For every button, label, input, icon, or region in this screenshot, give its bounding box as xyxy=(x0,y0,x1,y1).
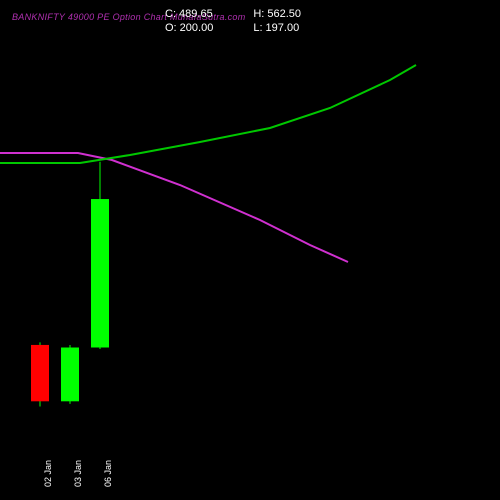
candle-body xyxy=(61,348,79,402)
chart-container: BANKNIFTY 49000 PE Option Chart MunafaSu… xyxy=(0,0,500,500)
chart-svg xyxy=(0,0,500,500)
x-axis-label: 03 Jan xyxy=(73,460,83,487)
line-green xyxy=(0,65,416,163)
x-axis-label: 02 Jan xyxy=(43,460,53,487)
line-magenta xyxy=(0,153,348,262)
candle-body xyxy=(91,199,109,347)
candle-body xyxy=(31,345,49,401)
x-axis: 02 Jan 03 Jan 06 Jan xyxy=(0,452,500,492)
x-axis-label: 06 Jan xyxy=(103,460,113,487)
